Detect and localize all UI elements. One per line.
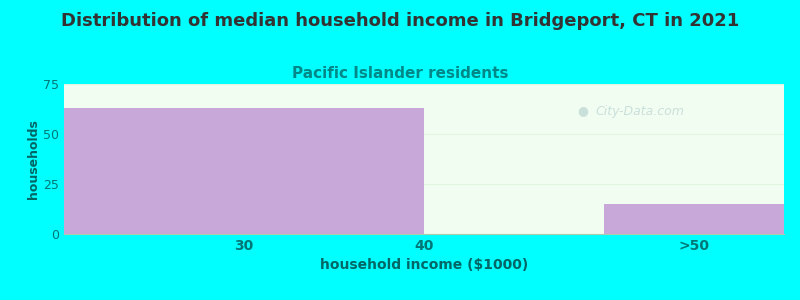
Text: ●: ● <box>577 104 588 118</box>
Bar <box>604 204 784 234</box>
Text: Pacific Islander residents: Pacific Islander residents <box>292 66 508 81</box>
X-axis label: household income ($1000): household income ($1000) <box>320 258 528 272</box>
Text: City-Data.com: City-Data.com <box>595 104 685 118</box>
Bar <box>64 108 424 234</box>
Text: Distribution of median household income in Bridgeport, CT in 2021: Distribution of median household income … <box>61 12 739 30</box>
Y-axis label: households: households <box>27 119 40 199</box>
